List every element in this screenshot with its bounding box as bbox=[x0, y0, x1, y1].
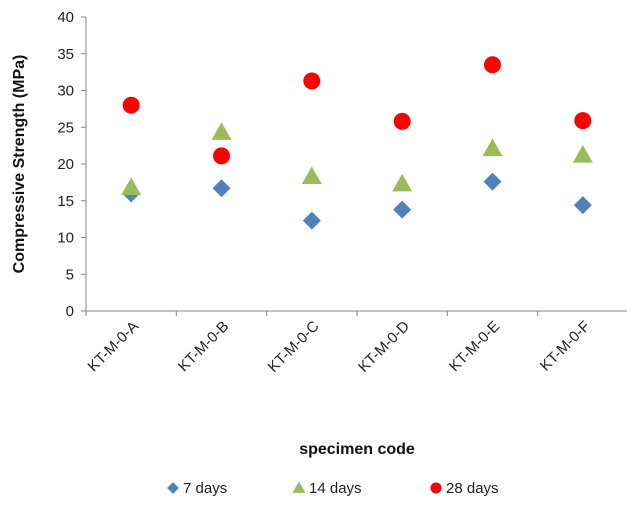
data-point-triangle bbox=[482, 138, 503, 157]
y-tick-label: 20 bbox=[57, 156, 74, 173]
x-axis-title: specimen code bbox=[299, 441, 415, 458]
x-axis-ticks: KT-M-0-A KT-M-0-B KT-M-0-C KT-M-0-D KT-M-0-E… bbox=[85, 311, 594, 376]
y-axis-ticks: 0 5 10 15 20 25 30 35 40 bbox=[57, 9, 86, 320]
y-axis-title: Compressive Strength (MPa) bbox=[11, 55, 28, 274]
data-point-diamond bbox=[212, 179, 231, 198]
legend-marker-triangle bbox=[292, 481, 306, 493]
legend-label: 28 days bbox=[446, 480, 499, 497]
data-point-circle bbox=[122, 96, 140, 114]
legend-marker-circle bbox=[430, 482, 442, 494]
y-tick-label: 40 bbox=[57, 9, 74, 26]
data-point-triangle bbox=[572, 145, 593, 163]
y-tick-label: 25 bbox=[57, 119, 74, 136]
data-point-triangle bbox=[301, 166, 322, 184]
x-tick-label: KT-M-0-D bbox=[355, 318, 413, 376]
y-tick-label: 15 bbox=[57, 193, 74, 210]
y-tick-label: 35 bbox=[57, 46, 74, 63]
legend-marker-diamond bbox=[167, 482, 179, 494]
x-tick-label: KT-M-0-A bbox=[85, 318, 142, 375]
x-tick-label: KT-M-0-F bbox=[537, 318, 594, 375]
data-point-triangle bbox=[392, 173, 413, 192]
y-tick-label: 0 bbox=[66, 303, 74, 320]
data-point-circle bbox=[574, 112, 592, 130]
x-tick-label: KT-M-0-B bbox=[175, 318, 232, 375]
x-tick-label: KT-M-0-E bbox=[446, 318, 503, 375]
data-point-diamond bbox=[393, 200, 412, 219]
data-point-circle bbox=[213, 147, 230, 165]
data-point-diamond bbox=[483, 172, 502, 191]
legend: 7 days 14 days 28 days bbox=[167, 480, 499, 497]
data-point-circle bbox=[393, 112, 411, 130]
data-point-diamond bbox=[302, 211, 321, 230]
data-points bbox=[121, 56, 593, 230]
data-point-triangle bbox=[211, 122, 232, 140]
data-point-circle bbox=[303, 72, 321, 90]
y-tick-label: 30 bbox=[57, 83, 74, 100]
y-tick-label: 10 bbox=[57, 230, 74, 247]
y-tick-label: 5 bbox=[66, 266, 74, 283]
x-tick-label: KT-M-0-C bbox=[265, 318, 323, 376]
data-point-triangle bbox=[121, 177, 142, 196]
data-point-diamond bbox=[573, 196, 592, 215]
data-point-circle bbox=[484, 56, 501, 74]
legend-label: 14 days bbox=[309, 480, 362, 497]
legend-label: 7 days bbox=[183, 480, 227, 497]
